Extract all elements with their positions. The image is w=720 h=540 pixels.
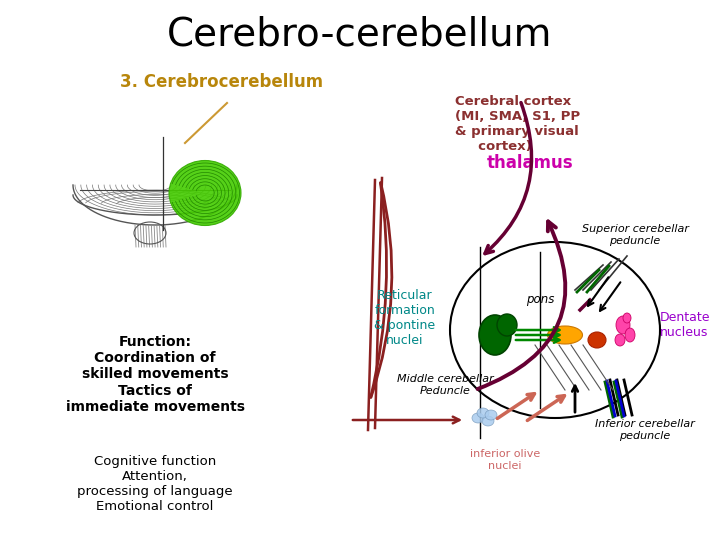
Text: thalamus: thalamus bbox=[487, 154, 573, 172]
FancyArrowPatch shape bbox=[477, 221, 565, 389]
Text: Inferior cerebellar
peduncle: Inferior cerebellar peduncle bbox=[595, 419, 695, 441]
FancyArrowPatch shape bbox=[371, 183, 392, 397]
Ellipse shape bbox=[482, 416, 494, 426]
Text: Middle cerebellar
Peduncle: Middle cerebellar Peduncle bbox=[397, 374, 493, 396]
Ellipse shape bbox=[623, 313, 631, 323]
Text: Reticular
formation
& pontine
nuclei: Reticular formation & pontine nuclei bbox=[374, 289, 436, 347]
Ellipse shape bbox=[477, 408, 489, 418]
Text: pons: pons bbox=[526, 294, 554, 307]
Ellipse shape bbox=[615, 334, 625, 346]
Ellipse shape bbox=[479, 315, 511, 355]
Ellipse shape bbox=[588, 332, 606, 348]
Ellipse shape bbox=[547, 326, 582, 344]
Ellipse shape bbox=[625, 328, 635, 342]
Ellipse shape bbox=[485, 410, 497, 420]
Ellipse shape bbox=[169, 160, 241, 226]
Text: Function:
Coordination of
skilled movements
Tactics of
immediate movements: Function: Coordination of skilled moveme… bbox=[66, 335, 245, 414]
Ellipse shape bbox=[497, 314, 517, 336]
FancyArrowPatch shape bbox=[371, 183, 387, 397]
Text: 3. Cerebrocerebellum: 3. Cerebrocerebellum bbox=[120, 73, 323, 91]
Text: Dentate
nucleus: Dentate nucleus bbox=[660, 311, 711, 339]
Ellipse shape bbox=[472, 413, 484, 423]
Text: Cognitive function
Attention,
processing of language
Emotional control: Cognitive function Attention, processing… bbox=[77, 455, 233, 513]
Ellipse shape bbox=[450, 242, 660, 418]
FancyArrowPatch shape bbox=[485, 103, 531, 254]
Text: Superior cerebellar
peduncle: Superior cerebellar peduncle bbox=[582, 224, 688, 246]
Text: inferior olive
nuclei: inferior olive nuclei bbox=[470, 449, 540, 471]
Ellipse shape bbox=[616, 316, 630, 334]
Text: Cerebral cortex
(MI, SMA, S1, PP
& primary visual
     cortex): Cerebral cortex (MI, SMA, S1, PP & prima… bbox=[455, 95, 580, 153]
Text: Cerebro-cerebellum: Cerebro-cerebellum bbox=[167, 16, 553, 54]
